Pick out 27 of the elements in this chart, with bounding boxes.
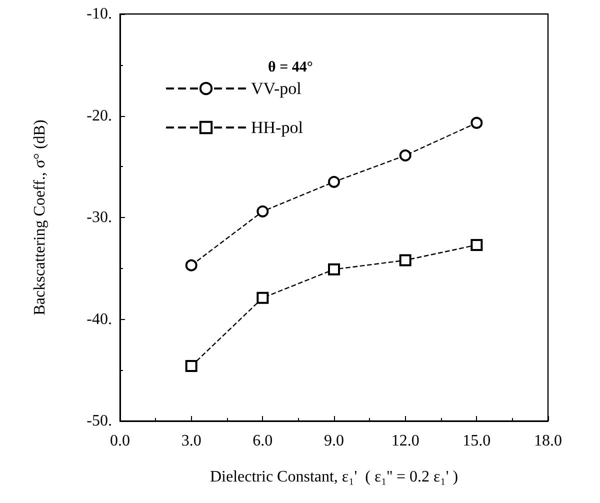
point (470, 116, 483, 129)
x-tick-label: 9.0 (324, 432, 344, 450)
point (185, 360, 198, 372)
y-tick-label: -10. (86, 6, 112, 22)
point (185, 259, 198, 272)
x-tick-label: 0.0 (110, 432, 130, 450)
legend-label: HH-pol (251, 118, 304, 137)
point (328, 176, 340, 188)
y-tick-label: -50. (86, 412, 112, 430)
point (256, 292, 269, 304)
x-tick-label: 15.0 (462, 432, 491, 450)
x-tick-label: 12.0 (391, 432, 420, 450)
x-tick-label: 3.0 (181, 432, 202, 450)
point (399, 149, 412, 162)
point (256, 205, 269, 218)
annotation: θ = 44° (268, 60, 313, 76)
y-tick-label: -30. (86, 209, 112, 226)
legend-label: VV-pol (251, 79, 302, 98)
x-tick-label: 18.0 (534, 432, 562, 450)
point (470, 238, 483, 251)
x-tick-label: 6.0 (252, 432, 273, 450)
y-tick-label: -40. (86, 310, 112, 328)
y-tick-label: -20. (86, 107, 112, 124)
y-axis-title: Backscattering Coeff., σ° (dB) (32, 120, 48, 316)
x-axis-title: Dielectric Constant, ε₁' ( ε₁'' = 0.2 ε₁' ) (210, 468, 458, 486)
point (399, 254, 412, 266)
point (328, 263, 340, 276)
